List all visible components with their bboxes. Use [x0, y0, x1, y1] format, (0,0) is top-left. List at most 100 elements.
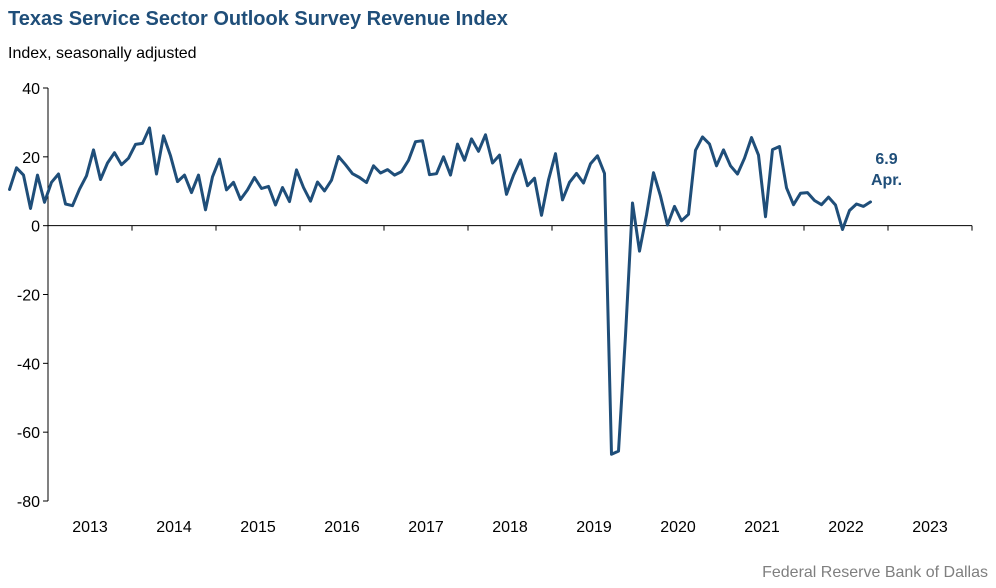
data-point [673, 205, 675, 207]
latest-value-label: 6.9 [875, 151, 897, 168]
data-point [120, 164, 122, 166]
y-tick-label: 0 [31, 219, 40, 236]
data-point [484, 134, 486, 136]
data-point [323, 190, 325, 192]
data-point [771, 148, 773, 150]
data-point [155, 173, 157, 175]
data-point [141, 142, 143, 144]
data-point [106, 162, 108, 164]
data-point [540, 214, 542, 216]
y-tick-label: -60 [17, 425, 40, 442]
data-point [652, 172, 654, 174]
data-point [309, 200, 311, 202]
data-point [561, 199, 563, 201]
data-point [78, 188, 80, 190]
data-point [260, 187, 262, 189]
data-point [36, 174, 38, 176]
data-point [99, 178, 101, 180]
data-point [113, 152, 115, 154]
data-point [834, 204, 836, 206]
data-point [15, 167, 17, 169]
data-point [701, 136, 703, 138]
data-point [351, 173, 353, 175]
y-tick-label: -40 [17, 356, 40, 373]
annotation-layer: 6.9 Apr. [871, 151, 902, 189]
data-point [687, 213, 689, 215]
x-tick-label: 2019 [576, 519, 612, 536]
data-point [610, 453, 612, 455]
data-point [316, 181, 318, 183]
data-point [358, 176, 360, 178]
data-point [281, 186, 283, 188]
data-point [729, 165, 731, 167]
data-point [442, 156, 444, 158]
data-point [813, 199, 815, 201]
data-point [393, 174, 395, 176]
data-point [449, 174, 451, 176]
data-point [379, 172, 381, 174]
data-point [722, 149, 724, 151]
data-point [225, 189, 227, 191]
data-point [827, 196, 829, 198]
data-point [743, 157, 745, 159]
data-point [57, 173, 59, 175]
data-point [162, 135, 164, 137]
chart-title: Texas Service Sector Outlook Survey Reve… [8, 8, 508, 30]
data-point [337, 155, 339, 157]
data-point [64, 203, 66, 205]
data-point [274, 204, 276, 206]
data-point [519, 159, 521, 161]
axes: 40 20 0 -20 -40 -60 -80 2013 2014 2015 2016 2017 201… [17, 81, 973, 536]
data-point [736, 173, 738, 175]
data-point [862, 205, 864, 207]
data-point [288, 200, 290, 202]
data-point [71, 205, 73, 207]
x-tick-label: 2020 [660, 519, 696, 536]
data-point [400, 170, 402, 172]
data-point [211, 176, 213, 178]
x-tick-label: 2022 [828, 519, 864, 536]
y-tick-label: 40 [22, 81, 40, 98]
data-point [302, 186, 304, 188]
data-point [85, 175, 87, 177]
data-point [239, 198, 241, 200]
data-point [764, 216, 766, 218]
data-point [330, 179, 332, 181]
data-point [372, 165, 374, 167]
data-point [750, 136, 752, 138]
data-point [50, 181, 52, 183]
data-point [470, 138, 472, 140]
data-point [785, 187, 787, 189]
data-point [169, 155, 171, 157]
data-point [407, 159, 409, 161]
x-tick-label: 2023 [912, 519, 948, 536]
series-line [8, 126, 872, 456]
y-tick-label: -80 [17, 494, 40, 511]
data-point [708, 143, 710, 145]
data-point [295, 169, 297, 171]
x-tick-label: 2013 [72, 519, 108, 536]
chart-subtitle: Index, seasonally adjusted [8, 45, 197, 62]
data-point [568, 181, 570, 183]
data-point [463, 159, 465, 161]
data-point [232, 181, 234, 183]
data-point [715, 165, 717, 167]
data-point [841, 228, 843, 230]
data-point [792, 204, 794, 206]
data-point [148, 127, 150, 129]
data-point [386, 168, 388, 170]
data-point [435, 173, 437, 175]
data-point [757, 154, 759, 156]
data-point [820, 204, 822, 206]
x-tick-label: 2016 [324, 519, 360, 536]
data-point [680, 220, 682, 222]
x-tick-label: 2021 [744, 519, 780, 536]
data-point [547, 179, 549, 181]
x-tick-label: 2018 [492, 519, 528, 536]
data-point [190, 191, 192, 193]
latest-month-label: Apr. [871, 172, 902, 189]
data-point [778, 145, 780, 147]
data-point [589, 163, 591, 165]
data-point [246, 189, 248, 191]
data-point [253, 176, 255, 178]
